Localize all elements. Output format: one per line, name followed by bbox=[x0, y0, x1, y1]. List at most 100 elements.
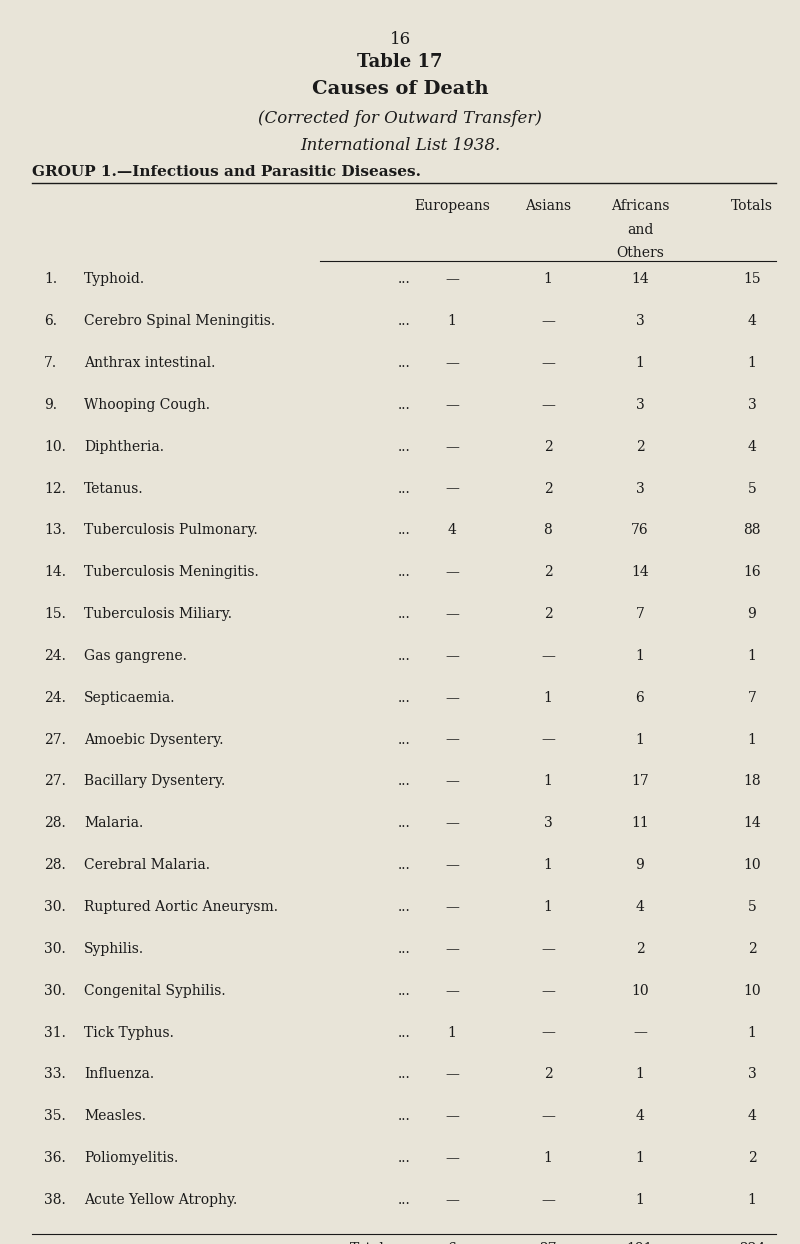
Text: —: — bbox=[541, 733, 555, 746]
Text: ...: ... bbox=[398, 1067, 410, 1081]
Text: ...: ... bbox=[398, 984, 410, 998]
Text: 3: 3 bbox=[544, 816, 552, 830]
Text: 15: 15 bbox=[743, 272, 761, 286]
Text: and: and bbox=[627, 223, 653, 236]
Text: —: — bbox=[541, 398, 555, 412]
Text: ...: ... bbox=[398, 1242, 410, 1244]
Text: —: — bbox=[541, 942, 555, 955]
Text: 14.: 14. bbox=[44, 565, 66, 580]
Text: 14: 14 bbox=[631, 565, 649, 580]
Text: 1: 1 bbox=[635, 1151, 645, 1166]
Text: 36.: 36. bbox=[44, 1151, 66, 1166]
Text: 24.: 24. bbox=[44, 649, 66, 663]
Text: 1: 1 bbox=[747, 649, 757, 663]
Text: Ruptured Aortic Aneurysm.: Ruptured Aortic Aneurysm. bbox=[84, 899, 278, 914]
Text: —: — bbox=[445, 733, 459, 746]
Text: 191: 191 bbox=[626, 1242, 654, 1244]
Text: 1: 1 bbox=[635, 1067, 645, 1081]
Text: —: — bbox=[445, 272, 459, 286]
Text: Congenital Syphilis.: Congenital Syphilis. bbox=[84, 984, 226, 998]
Text: 27: 27 bbox=[539, 1242, 557, 1244]
Text: —: — bbox=[445, 816, 459, 830]
Text: —: — bbox=[445, 899, 459, 914]
Text: Tetanus.: Tetanus. bbox=[84, 481, 144, 495]
Text: 12.: 12. bbox=[44, 481, 66, 495]
Text: Septicaemia.: Septicaemia. bbox=[84, 690, 175, 705]
Text: ...: ... bbox=[398, 816, 410, 830]
Text: 10: 10 bbox=[743, 984, 761, 998]
Text: 1: 1 bbox=[543, 690, 553, 705]
Text: —: — bbox=[541, 1193, 555, 1207]
Text: 3: 3 bbox=[748, 1067, 756, 1081]
Text: 1: 1 bbox=[747, 356, 757, 369]
Text: —: — bbox=[445, 439, 459, 454]
Text: 8: 8 bbox=[544, 524, 552, 537]
Text: 15.: 15. bbox=[44, 607, 66, 621]
Text: —: — bbox=[445, 649, 459, 663]
Text: 31.: 31. bbox=[44, 1025, 66, 1040]
Text: 13.: 13. bbox=[44, 524, 66, 537]
Text: 33.: 33. bbox=[44, 1067, 66, 1081]
Text: 1: 1 bbox=[543, 899, 553, 914]
Text: ...: ... bbox=[398, 733, 410, 746]
Text: Cerebro Spinal Meningitis.: Cerebro Spinal Meningitis. bbox=[84, 315, 275, 328]
Text: Measles.: Measles. bbox=[84, 1110, 146, 1123]
Text: Malaria.: Malaria. bbox=[84, 816, 143, 830]
Text: 10.: 10. bbox=[44, 439, 66, 454]
Text: —: — bbox=[541, 1110, 555, 1123]
Text: 28.: 28. bbox=[44, 858, 66, 872]
Text: 5: 5 bbox=[748, 899, 756, 914]
Text: 6.: 6. bbox=[44, 315, 57, 328]
Text: —: — bbox=[541, 356, 555, 369]
Text: 1: 1 bbox=[543, 858, 553, 872]
Text: 1: 1 bbox=[543, 775, 553, 789]
Text: 11: 11 bbox=[631, 816, 649, 830]
Text: 2: 2 bbox=[748, 942, 756, 955]
Text: 2: 2 bbox=[748, 1151, 756, 1166]
Text: —: — bbox=[445, 398, 459, 412]
Text: 9: 9 bbox=[636, 858, 644, 872]
Text: Typhoid.: Typhoid. bbox=[84, 272, 145, 286]
Text: 2: 2 bbox=[544, 607, 552, 621]
Text: 16: 16 bbox=[390, 31, 410, 47]
Text: —: — bbox=[541, 984, 555, 998]
Text: —: — bbox=[445, 1067, 459, 1081]
Text: 35.: 35. bbox=[44, 1110, 66, 1123]
Text: 14: 14 bbox=[743, 816, 761, 830]
Text: ...: ... bbox=[398, 398, 410, 412]
Text: Syphilis.: Syphilis. bbox=[84, 942, 144, 955]
Text: Totals: Totals bbox=[731, 199, 773, 213]
Text: 2: 2 bbox=[544, 481, 552, 495]
Text: Cerebral Malaria.: Cerebral Malaria. bbox=[84, 858, 210, 872]
Text: Tick Typhus.: Tick Typhus. bbox=[84, 1025, 174, 1040]
Text: 1: 1 bbox=[543, 272, 553, 286]
Text: 30.: 30. bbox=[44, 984, 66, 998]
Text: ...: ... bbox=[398, 565, 410, 580]
Text: ...: ... bbox=[398, 1193, 410, 1207]
Text: Causes of Death: Causes of Death bbox=[312, 80, 488, 98]
Text: —: — bbox=[445, 356, 459, 369]
Text: 6: 6 bbox=[448, 1242, 456, 1244]
Text: 3: 3 bbox=[748, 398, 756, 412]
Text: 10: 10 bbox=[631, 984, 649, 998]
Text: GROUP 1.—Infectious and Parasitic Diseases.: GROUP 1.—Infectious and Parasitic Diseas… bbox=[32, 165, 421, 179]
Text: 1: 1 bbox=[747, 733, 757, 746]
Text: —: — bbox=[445, 775, 459, 789]
Text: 4: 4 bbox=[747, 439, 757, 454]
Text: 2: 2 bbox=[544, 565, 552, 580]
Text: 1: 1 bbox=[635, 649, 645, 663]
Text: ...: ... bbox=[398, 1110, 410, 1123]
Text: 1: 1 bbox=[447, 315, 457, 328]
Text: ...: ... bbox=[398, 690, 410, 705]
Text: —: — bbox=[445, 607, 459, 621]
Text: 1: 1 bbox=[635, 356, 645, 369]
Text: 28.: 28. bbox=[44, 816, 66, 830]
Text: 3: 3 bbox=[636, 481, 644, 495]
Text: 27.: 27. bbox=[44, 775, 66, 789]
Text: Diphtheria.: Diphtheria. bbox=[84, 439, 164, 454]
Text: Asians: Asians bbox=[525, 199, 571, 213]
Text: 1: 1 bbox=[747, 1025, 757, 1040]
Text: 14: 14 bbox=[631, 272, 649, 286]
Text: Bacillary Dysentery.: Bacillary Dysentery. bbox=[84, 775, 226, 789]
Text: 17: 17 bbox=[631, 775, 649, 789]
